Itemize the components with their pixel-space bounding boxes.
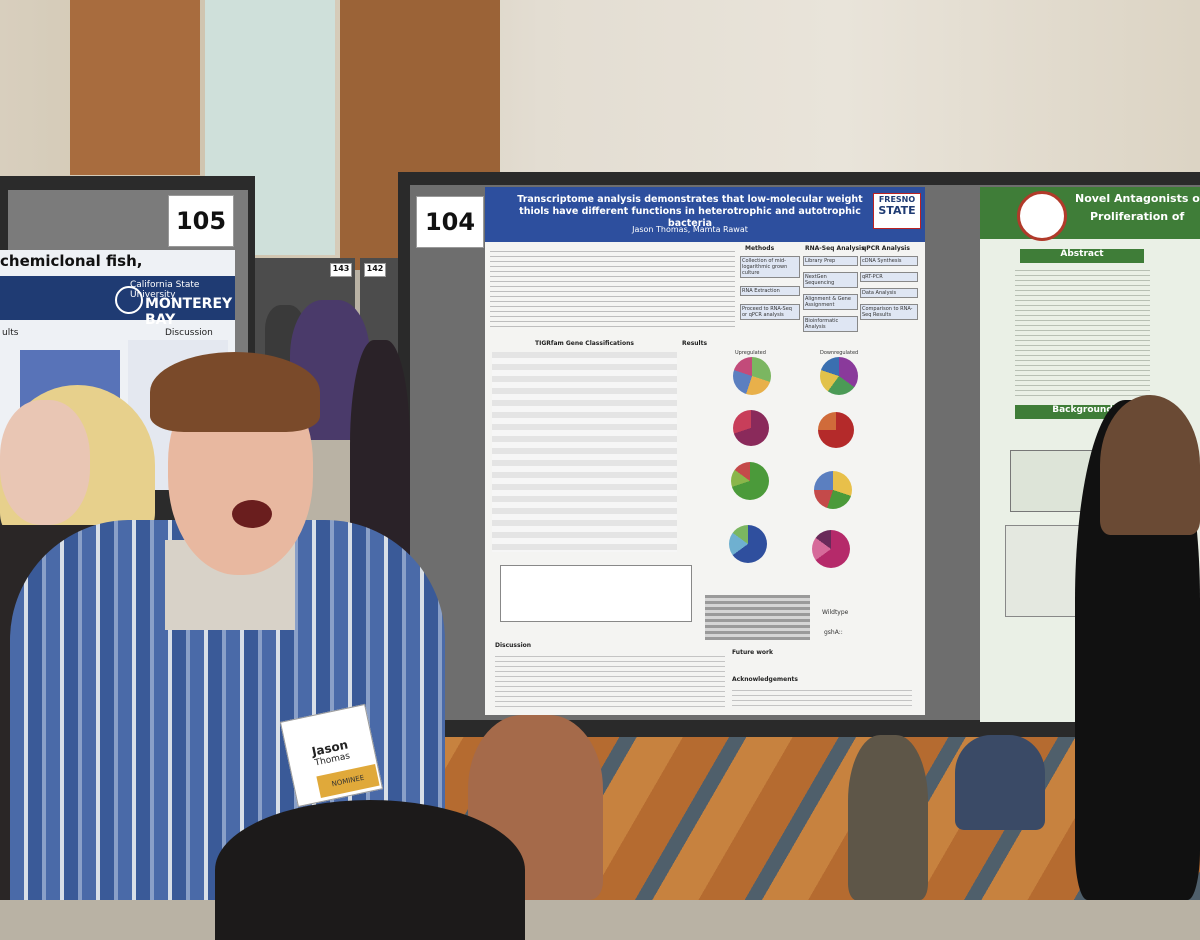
fresno-state-logo: FRESNO STATE [873,193,921,229]
tigrfam-table [492,352,677,552]
right-poster-title-line2: Proliferation of [1090,210,1185,223]
poster-authors: Jason Thomas, Mamta Rawat [632,225,748,234]
pie-chart [733,410,769,446]
acknowledgements-heading: Acknowledgements [732,676,798,683]
board-number-105: 105 [168,195,234,247]
right-poster-header [980,187,1200,239]
genome-track-image [705,595,810,640]
blonde-woman-face [0,400,90,525]
rnaseq-steps: Library Prep NextGen Sequencing Alignmen… [803,256,858,332]
discussion-text-block [495,652,725,707]
pie-chart [814,471,852,509]
rnaseq-step: Bioinformatic Analysis [803,316,858,332]
left-poster-banner: California State University MONTEREY BAY [0,276,235,328]
pie-chart [729,525,767,563]
pie-chart [731,462,769,500]
qpcr-steps: cDNA Synthesis qRT-PCR Data Analysis Com… [860,256,918,320]
future-work-heading: Future work [732,649,773,656]
right-poster-title-line1: Novel Antagonists of Growth [1075,192,1200,205]
board-number-104: 104 [416,196,484,248]
pie-chart [733,357,771,395]
poster-title: Transcriptome analysis demonstrates that… [517,194,863,229]
presenter-hair [150,352,320,432]
results-heading: Results [682,340,708,347]
logo-line2: STATE [878,204,916,217]
university-seal-icon [115,286,143,314]
methods-step: Collection of mid-logarithmic grown cult… [740,256,800,278]
gene-label-gsha: gshA:: [824,629,843,636]
qpcr-step: Data Analysis [860,288,918,298]
rnaseq-step: NextGen Sequencing [803,272,858,288]
background-person-legs [848,735,928,900]
logo-line1: FRESNO [878,195,916,204]
left-university-line2: MONTEREY BAY [145,296,233,328]
university-seal-icon [1017,191,1067,241]
qpcr-heading: qPCR Analysis [862,245,910,252]
right-abstract-text [1015,266,1150,396]
gene-label-wildtype: Wildtype [822,609,849,616]
main-poster-header [485,187,925,242]
abstract-text-block [490,247,735,327]
left-poster-title-fragment: chemiclonal fish, [0,252,143,270]
methods-steps: Collection of mid-logarithmic grown cult… [740,256,800,320]
methods-step: RNA Extraction [740,286,800,296]
qpcr-step: cDNA Synthesis [860,256,918,266]
pie-chart [820,357,858,395]
discussion-heading: Discussion [495,642,532,649]
pie-chart [812,530,850,568]
expression-plot [500,565,692,622]
acknowledgements-text [732,686,912,708]
background-person-legs [955,735,1045,830]
pie-label-down: Downregulated [820,350,859,356]
abstract-heading-bar: Abstract [1020,249,1144,263]
board-number-143: 143 [330,263,352,277]
qpcr-step: Comparison to RNA-Seq Results [860,304,918,320]
board-number-142: 142 [364,263,386,277]
rnaseq-heading: RNA-Seq Analysis [805,245,865,252]
rnaseq-step: Library Prep [803,256,858,266]
rnaseq-step: Alignment & Gene Assignment [803,294,858,310]
methods-step: Proceed to RNA-Seq or qPCR analysis [740,304,800,320]
left-university-line1: California State University [130,280,200,300]
tigrfam-heading: TIGRfam Gene Classifications [535,340,634,347]
wood-pillar [70,0,200,175]
woman-hair [1100,395,1200,535]
methods-heading: Methods [745,245,775,252]
left-discussion-label: Discussion [165,328,213,338]
left-results-label: ults [2,328,19,338]
qpcr-step: qRT-PCR [860,272,918,282]
foreground-head [215,800,525,940]
pie-label-up: Upregulated [735,350,766,356]
pie-chart [818,412,854,448]
presenter-smile [232,500,272,528]
